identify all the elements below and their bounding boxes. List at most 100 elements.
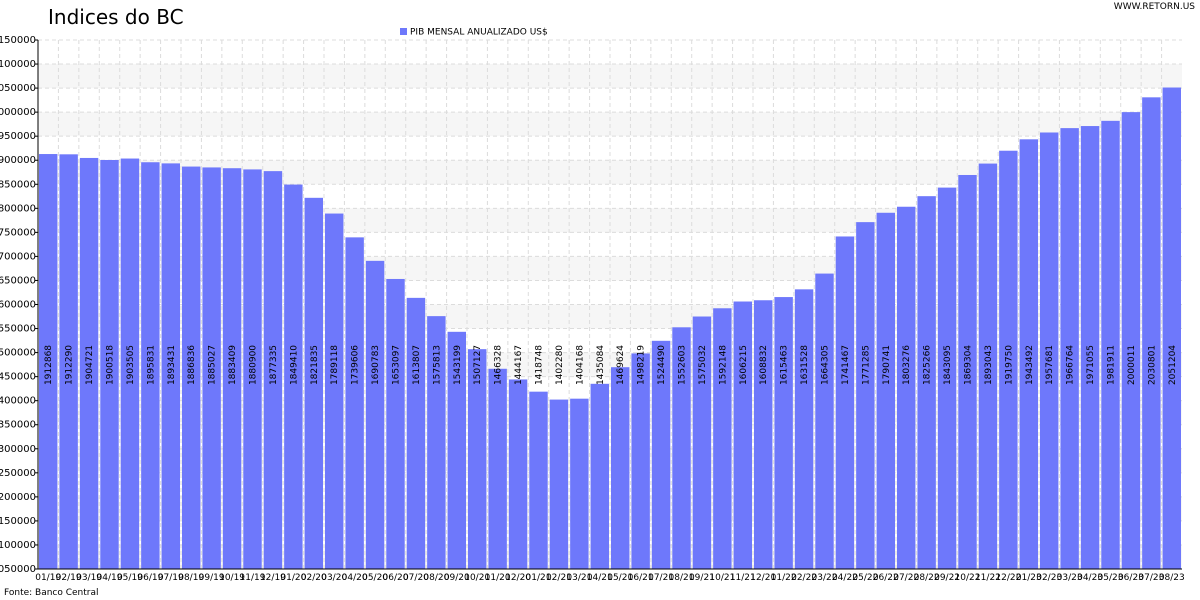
- y-tick-label: 2000000: [0, 107, 36, 118]
- value-label: 1893043: [984, 345, 994, 385]
- x-tick-label: 03/22: [812, 573, 838, 583]
- bar: [39, 154, 58, 569]
- x-tick-label: 04/23: [1077, 573, 1103, 583]
- x-tick-label: 01/23: [1016, 573, 1042, 583]
- x-tick-label: 04/22: [832, 573, 858, 583]
- bar: [1142, 97, 1161, 569]
- x-tick-label: 03/23: [1057, 573, 1083, 583]
- bar: [1040, 132, 1059, 569]
- bar: [876, 212, 895, 569]
- value-label: 1498219: [637, 345, 647, 385]
- x-tick-label: 03/21: [566, 573, 592, 583]
- x-tick-label: 04/19: [97, 573, 123, 583]
- bar: [1060, 128, 1079, 569]
- value-label: 1404168: [575, 345, 585, 385]
- value-label: 1507127: [473, 345, 483, 385]
- x-tick-label: 06/23: [1118, 573, 1144, 583]
- y-tick-label: 1800000: [0, 203, 36, 214]
- y-tick-label: 1200000: [0, 492, 36, 503]
- value-label: 1912290: [65, 345, 75, 385]
- bar: [529, 391, 548, 569]
- value-label: 1803276: [902, 345, 912, 385]
- bar: [161, 163, 180, 570]
- x-tick-label: 12/19: [260, 573, 286, 583]
- x-tick-label: 12/21: [750, 573, 776, 583]
- x-tick-label: 06/22: [873, 573, 899, 583]
- x-tick-label: 11/19: [240, 573, 266, 583]
- x-tick-label: 08/23: [1159, 573, 1185, 583]
- value-label: 1895831: [146, 345, 156, 385]
- y-tick-label: 1650000: [0, 275, 36, 286]
- x-tick-label: 02/19: [56, 573, 82, 583]
- bar: [1019, 139, 1038, 569]
- bar: [345, 237, 364, 570]
- value-label: 1444167: [514, 345, 524, 385]
- y-tick-label: 1450000: [0, 372, 36, 383]
- bar: [754, 300, 773, 569]
- x-tick-label: 12/20: [505, 573, 531, 583]
- y-tick-label: 1500000: [0, 348, 36, 359]
- x-tick-label: 05/23: [1098, 573, 1124, 583]
- bar: [427, 316, 446, 569]
- x-tick-label: 01/19: [35, 573, 61, 583]
- value-label: 1664305: [821, 345, 831, 385]
- value-label: 1849410: [289, 345, 299, 385]
- watermark: WWW.RETORN.US: [1114, 2, 1195, 12]
- value-label: 2051204: [1168, 345, 1178, 385]
- value-label: 1653097: [392, 345, 402, 385]
- x-tick-label: 02/21: [546, 573, 572, 583]
- y-tick-label: 1700000: [0, 251, 36, 262]
- x-tick-label: 10/22: [955, 573, 981, 583]
- bar: [590, 383, 609, 569]
- value-label: 1886836: [187, 345, 197, 385]
- x-tick-label: 07/23: [1138, 573, 1164, 583]
- x-tick-label: 11/21: [730, 573, 756, 583]
- bar: [713, 308, 732, 569]
- x-tick-label: 06/20: [383, 573, 409, 583]
- bar: [100, 159, 119, 570]
- bar: [508, 379, 528, 569]
- bar: [447, 331, 466, 569]
- bar: [1162, 87, 1181, 569]
- x-tick-label: 05/19: [117, 573, 143, 583]
- bar: [386, 278, 405, 569]
- value-label: 1877335: [269, 345, 279, 385]
- bar: [182, 166, 201, 569]
- value-label: 1869304: [964, 345, 974, 385]
- x-tick-label: 03/19: [76, 573, 102, 583]
- x-tick-label: 02/20: [301, 573, 327, 583]
- bar: [1121, 112, 1141, 569]
- bar: [570, 398, 589, 569]
- x-tick-label: 04/21: [587, 573, 613, 583]
- value-label: 1469624: [616, 345, 626, 385]
- y-tick-label: 1150000: [0, 516, 36, 527]
- bar: [999, 150, 1018, 570]
- value-label: 1739606: [351, 345, 361, 385]
- y-tick-label: 1400000: [0, 396, 36, 407]
- value-label: 1880900: [249, 345, 259, 385]
- x-tick-label: 03/20: [321, 573, 347, 583]
- bar: [263, 171, 283, 569]
- bar: [815, 273, 834, 569]
- value-label: 1900518: [106, 345, 116, 385]
- legend-label: PIB MENSAL ANUALIZADO US$: [410, 28, 548, 38]
- x-tick-label: 01/22: [771, 573, 797, 583]
- y-tick-label: 1850000: [0, 179, 36, 190]
- x-tick-label: 07/19: [158, 573, 184, 583]
- x-tick-label: 01/21: [526, 573, 552, 583]
- x-tick-label: 11/22: [975, 573, 1001, 583]
- bar: [549, 399, 569, 569]
- x-tick-label: 05/22: [852, 573, 878, 583]
- bar: [141, 162, 160, 569]
- value-label: 1575032: [698, 345, 708, 385]
- value-label: 1885027: [208, 345, 218, 385]
- bar: [222, 168, 242, 569]
- bar: [978, 163, 998, 570]
- y-tick-label: 1900000: [0, 155, 36, 166]
- value-label: 1843095: [943, 345, 953, 385]
- y-tick-label: 2150000: [0, 35, 36, 46]
- bar: [794, 289, 814, 569]
- value-label: 1903505: [126, 345, 136, 385]
